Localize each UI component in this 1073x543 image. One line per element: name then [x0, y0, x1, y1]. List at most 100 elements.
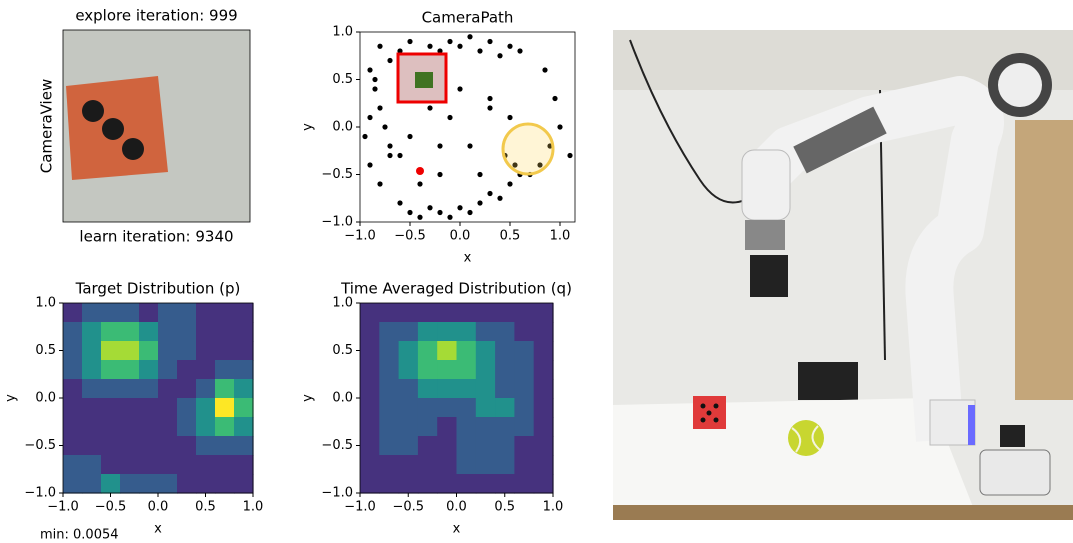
density-cell: [196, 379, 216, 399]
density-cell: [82, 303, 102, 323]
path-point: [397, 200, 402, 205]
density-cell: [514, 436, 534, 456]
camera-view: [63, 30, 250, 222]
density-cell: [63, 474, 83, 494]
density-cell: [158, 303, 178, 323]
density-cell: [120, 379, 140, 399]
path-point: [397, 153, 402, 158]
y-tick-label: 0.0: [332, 391, 353, 406]
density-cell: [196, 322, 216, 342]
density-cell: [476, 474, 496, 494]
density-cell: [437, 417, 457, 437]
density-cell: [360, 474, 380, 494]
density-cell: [234, 379, 254, 399]
density-cell: [63, 436, 83, 456]
path-point: [487, 96, 492, 101]
density-cell: [495, 322, 515, 342]
density-cell: [234, 341, 254, 361]
density-cell: [534, 360, 554, 380]
path-point: [407, 210, 412, 215]
path-point: [477, 48, 482, 53]
density-cell: [495, 436, 515, 456]
panel-title: Time Averaged Distribution (q): [340, 280, 572, 298]
density-cell: [196, 341, 216, 361]
density-cell: [177, 379, 197, 399]
density-cell: [234, 322, 254, 342]
density-cell: [82, 398, 102, 418]
density-cell: [158, 474, 178, 494]
density-cell: [514, 322, 534, 342]
density-cell: [437, 322, 457, 342]
density-cell: [177, 322, 197, 342]
density-cell: [476, 379, 496, 399]
density-cell: [215, 379, 235, 399]
density-cell: [437, 398, 457, 418]
density-cell: [476, 360, 496, 380]
density-cell: [457, 303, 477, 323]
density-cell: [514, 398, 534, 418]
density-cell: [82, 360, 102, 380]
density-cell: [177, 360, 197, 380]
density-cell: [534, 436, 554, 456]
density-cell: [399, 398, 419, 418]
density-cell: [63, 379, 83, 399]
camera-path-overlay: [398, 54, 553, 175]
density-cell: [196, 455, 216, 475]
path-point: [447, 215, 452, 220]
density-cell: [234, 417, 254, 437]
density-cell: [234, 360, 254, 380]
density-cell: [101, 436, 121, 456]
path-point: [457, 86, 462, 91]
density-cell: [379, 455, 399, 475]
density-cell: [514, 417, 534, 437]
density-cell: [63, 303, 83, 323]
density-cell: [215, 398, 235, 418]
density-cell: [418, 436, 438, 456]
x-tick-label: −1.0: [47, 500, 79, 515]
density-cell: [158, 417, 178, 437]
y-axis-label: CameraView: [38, 79, 56, 173]
y-tick-label: 0.5: [332, 72, 353, 87]
density-cell: [360, 417, 380, 437]
density-cell: [158, 322, 178, 342]
annotation: min: 0.0054: [40, 528, 119, 543]
path-point: [377, 44, 382, 49]
density-cell: [457, 474, 477, 494]
density-cell: [120, 322, 140, 342]
density-cell: [514, 379, 534, 399]
density-cell: [139, 360, 159, 380]
panel-title: Target Distribution (p): [75, 280, 241, 298]
path-point: [497, 196, 502, 201]
density-cell: [234, 474, 254, 494]
path-point: [372, 77, 377, 82]
density-cell: [360, 341, 380, 361]
path-point: [477, 200, 482, 205]
density-cell: [418, 322, 438, 342]
density-cell: [196, 474, 216, 494]
density-cell: [215, 303, 235, 323]
path-point: [542, 67, 547, 72]
density-cell: [379, 474, 399, 494]
path-point: [377, 181, 382, 186]
density-cell: [379, 379, 399, 399]
density-cell: [196, 303, 216, 323]
path-point: [417, 215, 422, 220]
density-cell: [360, 455, 380, 475]
density-cell: [139, 303, 159, 323]
density-cell: [63, 341, 83, 361]
path-point: [467, 210, 472, 215]
density-cell: [457, 398, 477, 418]
density-cell: [215, 417, 235, 437]
x-axis-label: x: [464, 251, 472, 266]
density-cell: [120, 341, 140, 361]
density-cell: [379, 436, 399, 456]
x-axis-label: x: [154, 522, 162, 537]
path-point: [417, 181, 422, 186]
path-point: [457, 44, 462, 49]
density-cell: [177, 417, 197, 437]
path-point: [387, 153, 392, 158]
density-cell: [101, 474, 121, 494]
y-tick-label: 1.0: [332, 25, 353, 40]
density-cell: [476, 398, 496, 418]
density-cell: [399, 474, 419, 494]
